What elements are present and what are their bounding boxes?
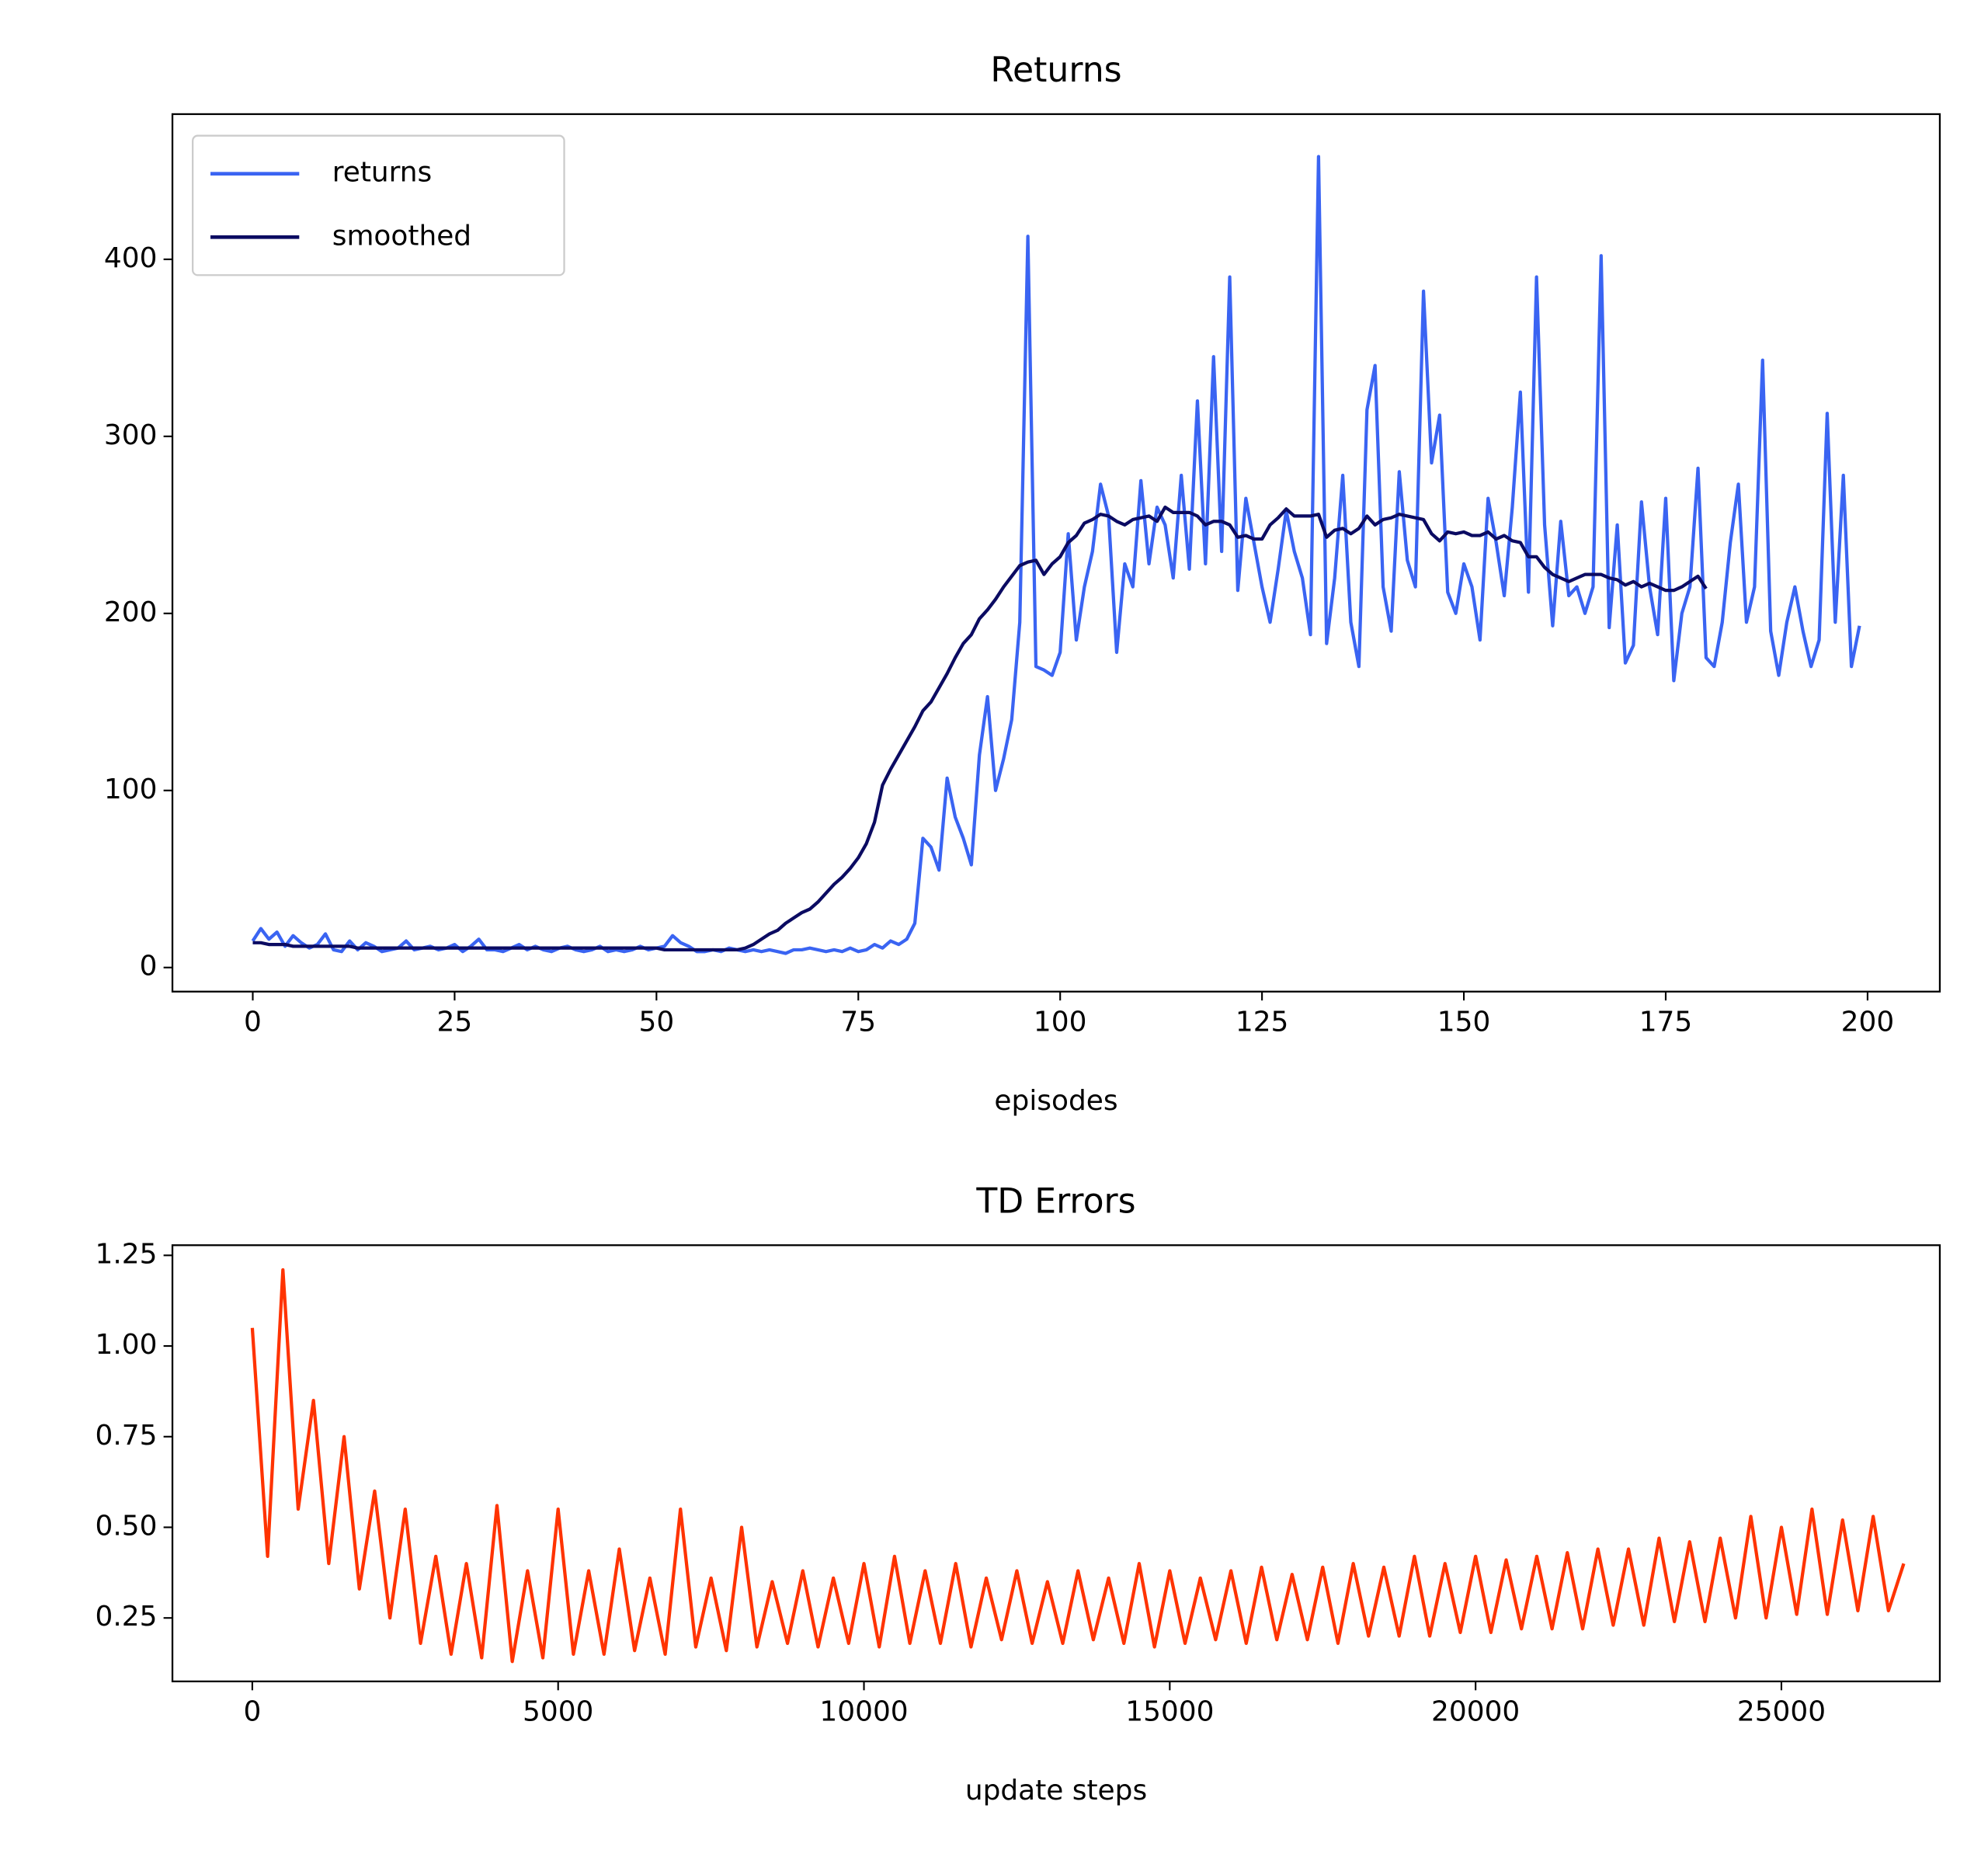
axes-frame bbox=[171, 1244, 1941, 1683]
y-tick-label: 0.25 bbox=[95, 1601, 157, 1633]
x-tick-label: 0 bbox=[244, 1007, 262, 1038]
y-tick-label: 300 bbox=[104, 419, 158, 451]
axes-frame bbox=[171, 113, 1941, 993]
x-axis-label: episodes bbox=[994, 1085, 1117, 1117]
legend-label: returns bbox=[332, 157, 432, 189]
series-line bbox=[251, 155, 1861, 955]
series-line bbox=[252, 505, 1708, 952]
y-tick-label: 1.00 bbox=[95, 1329, 157, 1361]
x-tick-label: 25000 bbox=[1737, 1696, 1826, 1728]
chart-title: Returns bbox=[990, 50, 1121, 90]
x-tick-label: 100 bbox=[1034, 1007, 1087, 1038]
series-line bbox=[250, 1268, 1906, 1664]
y-tick-label: 400 bbox=[104, 242, 158, 274]
x-tick-label: 0 bbox=[243, 1696, 261, 1728]
x-tick-label: 200 bbox=[1841, 1007, 1895, 1038]
y-tick-label: 0.50 bbox=[95, 1510, 157, 1542]
x-tick-label: 20000 bbox=[1431, 1696, 1520, 1728]
x-tick-label: 75 bbox=[840, 1007, 876, 1038]
x-tick-label: 175 bbox=[1639, 1007, 1693, 1038]
x-tick-label: 10000 bbox=[819, 1696, 908, 1728]
y-tick-label: 200 bbox=[104, 596, 158, 628]
x-tick-label: 150 bbox=[1437, 1007, 1491, 1038]
x-tick-label: 25 bbox=[437, 1007, 473, 1038]
x-tick-label: 125 bbox=[1236, 1007, 1289, 1038]
y-tick-label: 0 bbox=[140, 951, 158, 982]
x-axis-label: update steps bbox=[965, 1775, 1147, 1807]
chart-title: TD Errors bbox=[975, 1181, 1135, 1221]
x-tick-label: 50 bbox=[638, 1007, 674, 1038]
y-tick-label: 1.25 bbox=[95, 1238, 157, 1270]
y-tick-label: 100 bbox=[104, 774, 158, 805]
legend-label: smoothed bbox=[332, 220, 471, 252]
x-tick-label: 5000 bbox=[523, 1696, 593, 1728]
y-tick-label: 0.75 bbox=[95, 1420, 157, 1452]
legend-box bbox=[192, 134, 565, 276]
x-tick-label: 15000 bbox=[1125, 1696, 1214, 1728]
